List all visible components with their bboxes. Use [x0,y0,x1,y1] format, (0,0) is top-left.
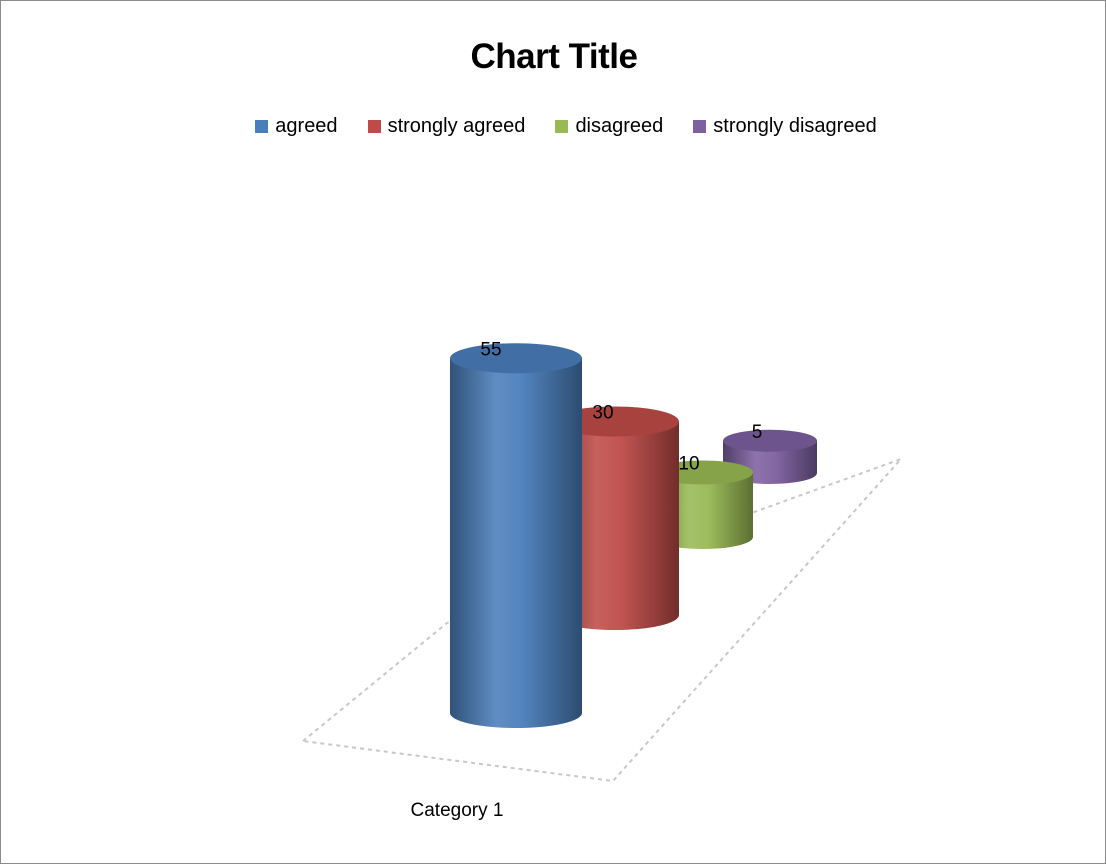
legend-item-agreed: agreed [255,115,338,138]
legend: agreed strongly agreed disagreed strongl… [1,115,1106,138]
bar-top-agreed [450,343,582,374]
legend-swatch-agreed [255,120,269,133]
data-label-disagreed: 10 [678,454,699,475]
category-label: Category 1 [411,800,504,821]
legend-swatch-strongly-disagreed [693,120,707,133]
bar-strongly-agreed [551,406,679,630]
legend-swatch-disagreed [555,120,569,133]
bar-top-strongly-disagreed [723,429,817,452]
legend-label-disagreed: disagreed [575,115,664,137]
legend-item-disagreed: disagreed [555,115,663,138]
labels-layer: 5 10 30 55 [480,339,762,474]
legend-item-strongly-disagreed: strongly disagreed [693,115,877,138]
bar-body-strongly-agreed [551,421,679,630]
data-label-agreed: 55 [480,339,501,360]
legend-swatch-strongly-agreed [367,120,381,133]
data-label-strongly-agreed: 30 [592,403,613,424]
bar-top-strongly-agreed [551,406,679,437]
legend-label-strongly-disagreed: strongly disagreed [713,115,877,137]
legend-item-strongly-agreed: strongly agreed [367,115,526,138]
bars-layer [450,343,817,728]
legend-label-agreed: agreed [275,115,338,137]
bar-body-agreed [450,358,582,728]
data-label-strongly-disagreed: 5 [752,422,763,443]
legend-label-strongly-agreed: strongly agreed [387,115,526,137]
bar-agreed [450,343,582,728]
chart-title: Chart Title [470,37,638,76]
